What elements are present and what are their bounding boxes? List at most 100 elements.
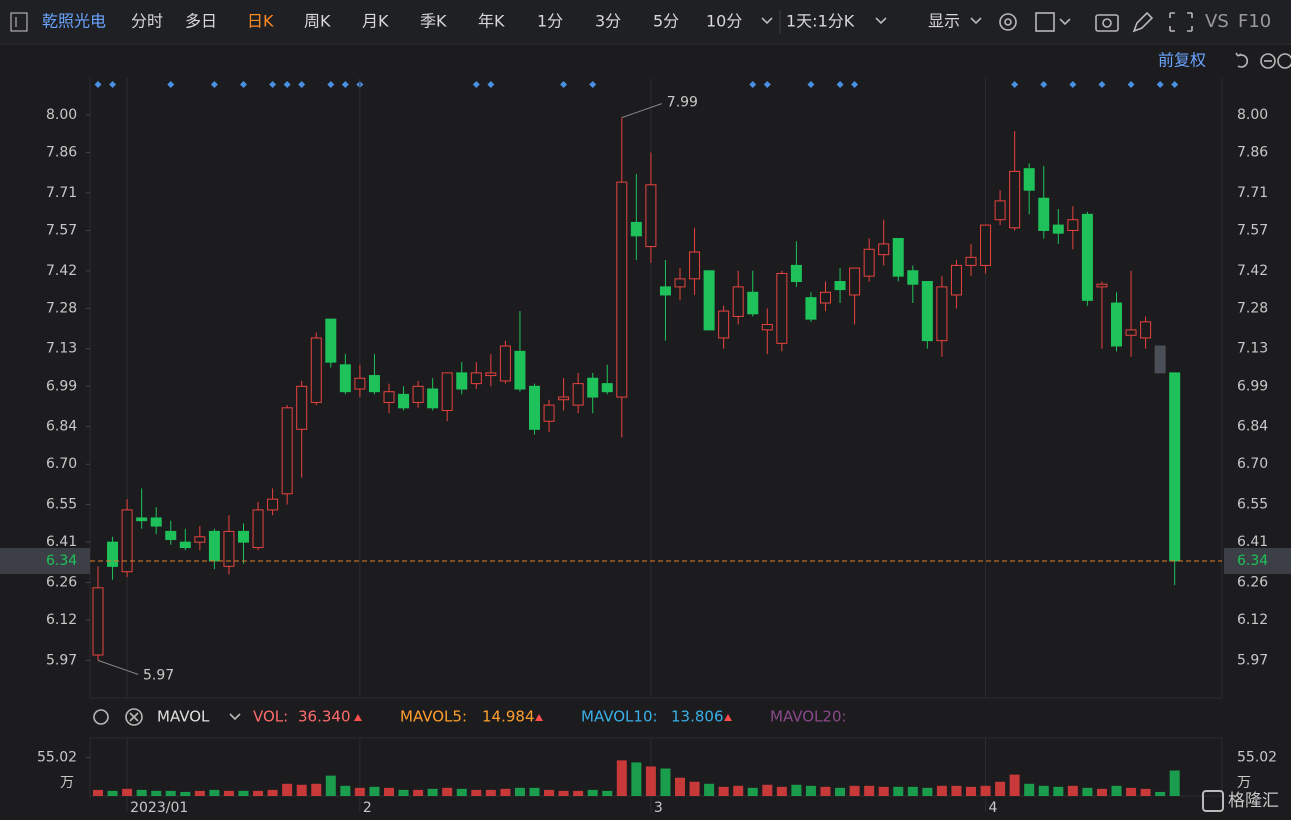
event-marker [327,81,335,88]
volume-bar [980,785,991,796]
adjust-mode[interactable]: 前复权 [1158,51,1206,70]
high-leader [621,103,662,119]
tab[interactable]: 季K [420,12,447,31]
candle-body [950,264,962,296]
stock-name[interactable]: 乾照光电 [42,12,106,31]
layout-icon[interactable] [1035,12,1055,32]
candle-body [499,345,511,382]
volume-bar [311,783,322,796]
candle-body [136,517,148,522]
candle-body [485,372,497,377]
volume-bar [93,789,103,796]
volume-bar [936,785,947,796]
candle-body [1140,321,1152,339]
menu-icon[interactable] [10,12,28,32]
candle-body [398,393,410,409]
vs-button[interactable]: VS [1205,11,1229,32]
high-annotation: 7.99 [667,95,698,111]
candle-body [456,372,468,390]
event-marker [269,81,277,88]
volume-bar [966,786,976,796]
low-leader [97,659,139,675]
last-price-label: 6.34 [1237,553,1268,569]
volume-bar [253,790,264,796]
indicator-chevron[interactable] [229,713,241,721]
y-tick-label: 7.71 [46,185,77,201]
candle-body [267,498,279,511]
candle-body [980,224,992,266]
y-tick-label: 6.12 [46,612,77,628]
tab[interactable]: 1分 [537,12,563,31]
candle-body [92,587,104,656]
tab[interactable]: 10分 [706,12,742,31]
vol-label: VOL: [253,708,288,726]
indicator-close[interactable] [125,708,143,726]
camera-icon[interactable] [1095,14,1119,32]
price-tag [1224,547,1291,574]
volume-bar [1096,788,1107,796]
volume-bar [704,783,715,796]
period[interactable]: 1天:1分K [786,12,855,31]
tab[interactable]: 日K [247,12,274,31]
tab[interactable]: 月K [362,12,389,31]
volume-bar [471,789,482,796]
event-marker [1069,81,1077,88]
zoom-in-icon[interactable] [1277,53,1291,69]
tab[interactable]: 年K [478,12,505,31]
candle-body [194,536,206,543]
event-marker [1098,81,1106,88]
candle-body [470,372,482,385]
event-marker [240,81,247,88]
candle-body [514,350,526,390]
tab[interactable]: 分时 [131,12,163,31]
volume-bar [107,790,118,796]
indicator-settings[interactable] [93,709,109,725]
event-marker [167,81,175,88]
volume-bar [1009,774,1020,796]
volume-bar [1082,787,1093,796]
tab[interactable]: 多日 [185,12,217,31]
volume-tick-label: 55.02 [37,749,77,765]
candle-body [630,221,642,237]
layout-chevron[interactable] [1059,18,1071,26]
toolbar [0,0,1291,44]
period-chevron[interactable] [875,17,887,25]
tab[interactable]: 3分 [595,12,621,31]
settings-icon[interactable] [999,13,1017,31]
mavol5-label: MAVOL5: [400,708,467,726]
volume-unit: 万 [1237,775,1251,791]
indicator-name[interactable]: MAVOL [157,708,210,726]
fullscreen-icon[interactable] [1169,12,1193,32]
display[interactable]: 显示 [928,12,960,31]
candle-body [107,541,119,567]
tab[interactable]: 周K [304,12,331,31]
tab[interactable]: 5分 [653,12,679,31]
volume-bar [849,785,860,796]
zoom-out-icon[interactable] [1260,53,1276,69]
candle-body [208,530,220,562]
undo-icon[interactable] [1235,52,1249,68]
f10-button[interactable]: F10 [1238,11,1271,32]
event-marker [472,81,480,88]
volume-bar [456,788,467,796]
volume-bar [500,788,511,796]
candle-body [121,509,133,573]
candle-body [1154,345,1166,374]
more-icon[interactable] [761,17,773,25]
volume-bar [602,790,613,796]
volume-bar [689,781,700,796]
y-tick-label: 6.41 [46,534,77,550]
volume-bar [1067,785,1078,796]
volume-bar [733,785,744,796]
event-marker [1171,81,1179,88]
candle-body [383,391,395,403]
volume-bar [413,789,424,796]
display-chevron[interactable] [970,17,982,25]
y-tick-label: 8.00 [46,107,77,123]
candle-body [616,181,628,398]
candle-body [441,372,453,411]
event-marker [807,81,815,88]
volume-bar [485,789,496,796]
draw-icon[interactable] [1132,11,1154,33]
